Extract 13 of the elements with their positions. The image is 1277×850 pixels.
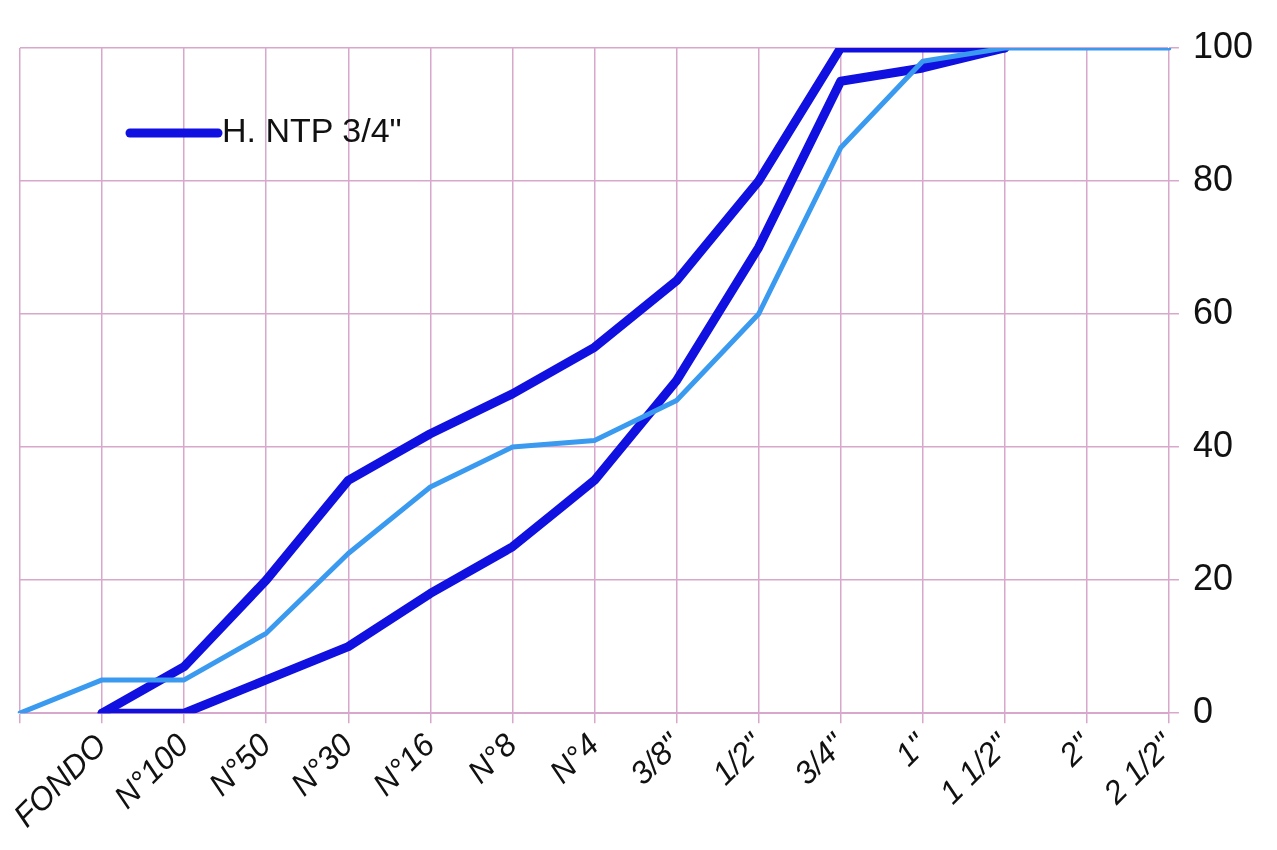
y-tick-label: 80 (1192, 157, 1233, 199)
y-tick-label: 20 (1192, 557, 1233, 599)
x-tick-label: 1" (887, 725, 936, 773)
y-tick-label: 60 (1192, 290, 1233, 332)
legend-label: H. NTP 3/4" (222, 111, 402, 150)
x-tick-label: N°4 (542, 726, 606, 790)
x-tick-label: 3/4" (786, 725, 854, 792)
x-tick-label: 3/8" (622, 725, 689, 792)
x-tick-label: 2" (1051, 725, 1100, 774)
x-tick-label: N°8 (460, 726, 524, 790)
y-tick-label: 40 (1192, 424, 1233, 466)
y-tick-label: 0 (1192, 690, 1213, 732)
y-tick-label: 100 (1192, 24, 1254, 66)
